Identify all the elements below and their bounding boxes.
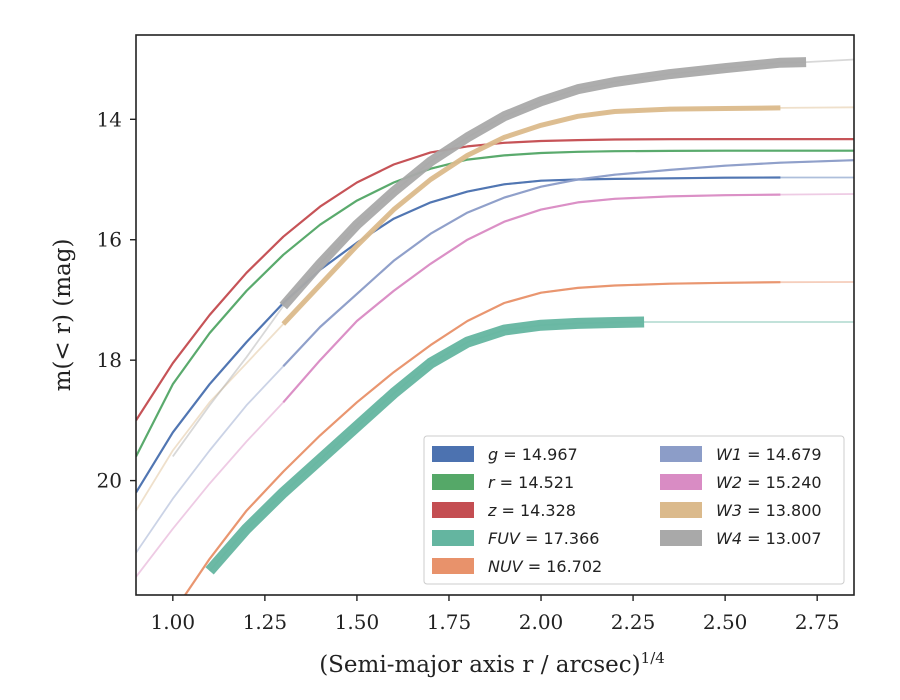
legend-label-w2: W2 = 15.240 [716, 473, 822, 492]
series-w4-line [279, 57, 807, 310]
y-tick-label: 18 [97, 348, 122, 372]
x-tick-label: 2.00 [519, 610, 564, 634]
x-tick-label: 1.50 [335, 610, 380, 634]
legend-label-nuv: NUV = 16.702 [488, 557, 602, 576]
legend-swatch-r [432, 474, 474, 490]
legend-value: = 13.007 [742, 529, 822, 548]
legend-swatch-w1 [660, 446, 702, 462]
legend-swatch-w3 [660, 502, 702, 518]
legend-value: = 13.800 [742, 501, 822, 520]
series-fuv-line [205, 316, 645, 575]
series-nuv-line [183, 281, 781, 595]
legend-band: r [488, 473, 496, 492]
legend-band: g [488, 445, 498, 464]
legend-label-z: z = 14.328 [487, 501, 576, 520]
x-tick-label: 2.75 [795, 610, 840, 634]
x-tick-label: 1.00 [151, 610, 196, 634]
legend-value: = 15.240 [742, 473, 822, 492]
x-axis-label: (Semi-major axis r / arcsec)1/4 [319, 649, 665, 678]
legend-band: FUV [488, 529, 521, 548]
legend-swatch-w2 [660, 474, 702, 490]
x-tick-label: 1.75 [427, 610, 472, 634]
legend-value: = 14.328 [496, 501, 576, 520]
legend-swatch-fuv [432, 530, 474, 546]
legend-value: = 14.521 [495, 473, 575, 492]
legend-value: = 14.679 [742, 445, 822, 464]
x-axis-label-exponent: 1/4 [641, 649, 665, 667]
series-r-line [136, 149, 854, 457]
x-axis-ticks: 1.00 1.25 1.50 1.75 2.00 2.25 2.50 2.75 [151, 595, 840, 634]
series-layer [136, 57, 854, 595]
legend-swatch-g [432, 446, 474, 462]
legend-value: = 14.967 [498, 445, 578, 464]
legend-label-fuv: FUV = 17.366 [488, 529, 599, 548]
series-w2-line [282, 193, 781, 404]
y-axis-label: m(< r) (mag) [50, 239, 76, 392]
series-w1-line [282, 159, 854, 367]
legend-label-w1: W1 = 14.679 [716, 445, 822, 464]
legend-value: = 17.366 [520, 529, 600, 548]
y-axis-ticks: 14 16 18 20 [97, 107, 136, 493]
legend-value: = 16.702 [523, 557, 603, 576]
legend-band: z [487, 501, 497, 520]
legend-label-w3: W3 = 13.800 [716, 501, 822, 520]
y-tick-label: 20 [97, 469, 122, 493]
legend-band: W2 [716, 473, 742, 492]
plot-frame [135, 34, 855, 596]
legend-label-r: r = 14.521 [488, 473, 574, 492]
y-tick-label: 14 [97, 107, 122, 131]
x-axis-label-text: (Semi-major axis r / arcsec) [319, 652, 640, 678]
series-z-line [136, 138, 854, 421]
legend-label-w4: W4 = 13.007 [716, 529, 822, 548]
legend-band: NUV [488, 557, 524, 576]
legend-band: W1 [716, 445, 742, 464]
x-tick-label: 2.25 [611, 610, 656, 634]
x-tick-label: 2.50 [703, 610, 748, 634]
legend-swatch-z [432, 502, 474, 518]
legend-swatch-nuv [432, 558, 474, 574]
y-tick-label: 16 [97, 228, 122, 252]
x-tick-label: 1.25 [243, 610, 288, 634]
legend-label-g: g = 14.967 [488, 445, 578, 464]
legend-band: W4 [716, 529, 742, 548]
legend-swatch-w4 [660, 530, 702, 546]
series-g-line [136, 176, 781, 494]
legend-band: W3 [716, 501, 742, 520]
series-w3-line [281, 105, 781, 326]
legend-box [423, 435, 845, 585]
